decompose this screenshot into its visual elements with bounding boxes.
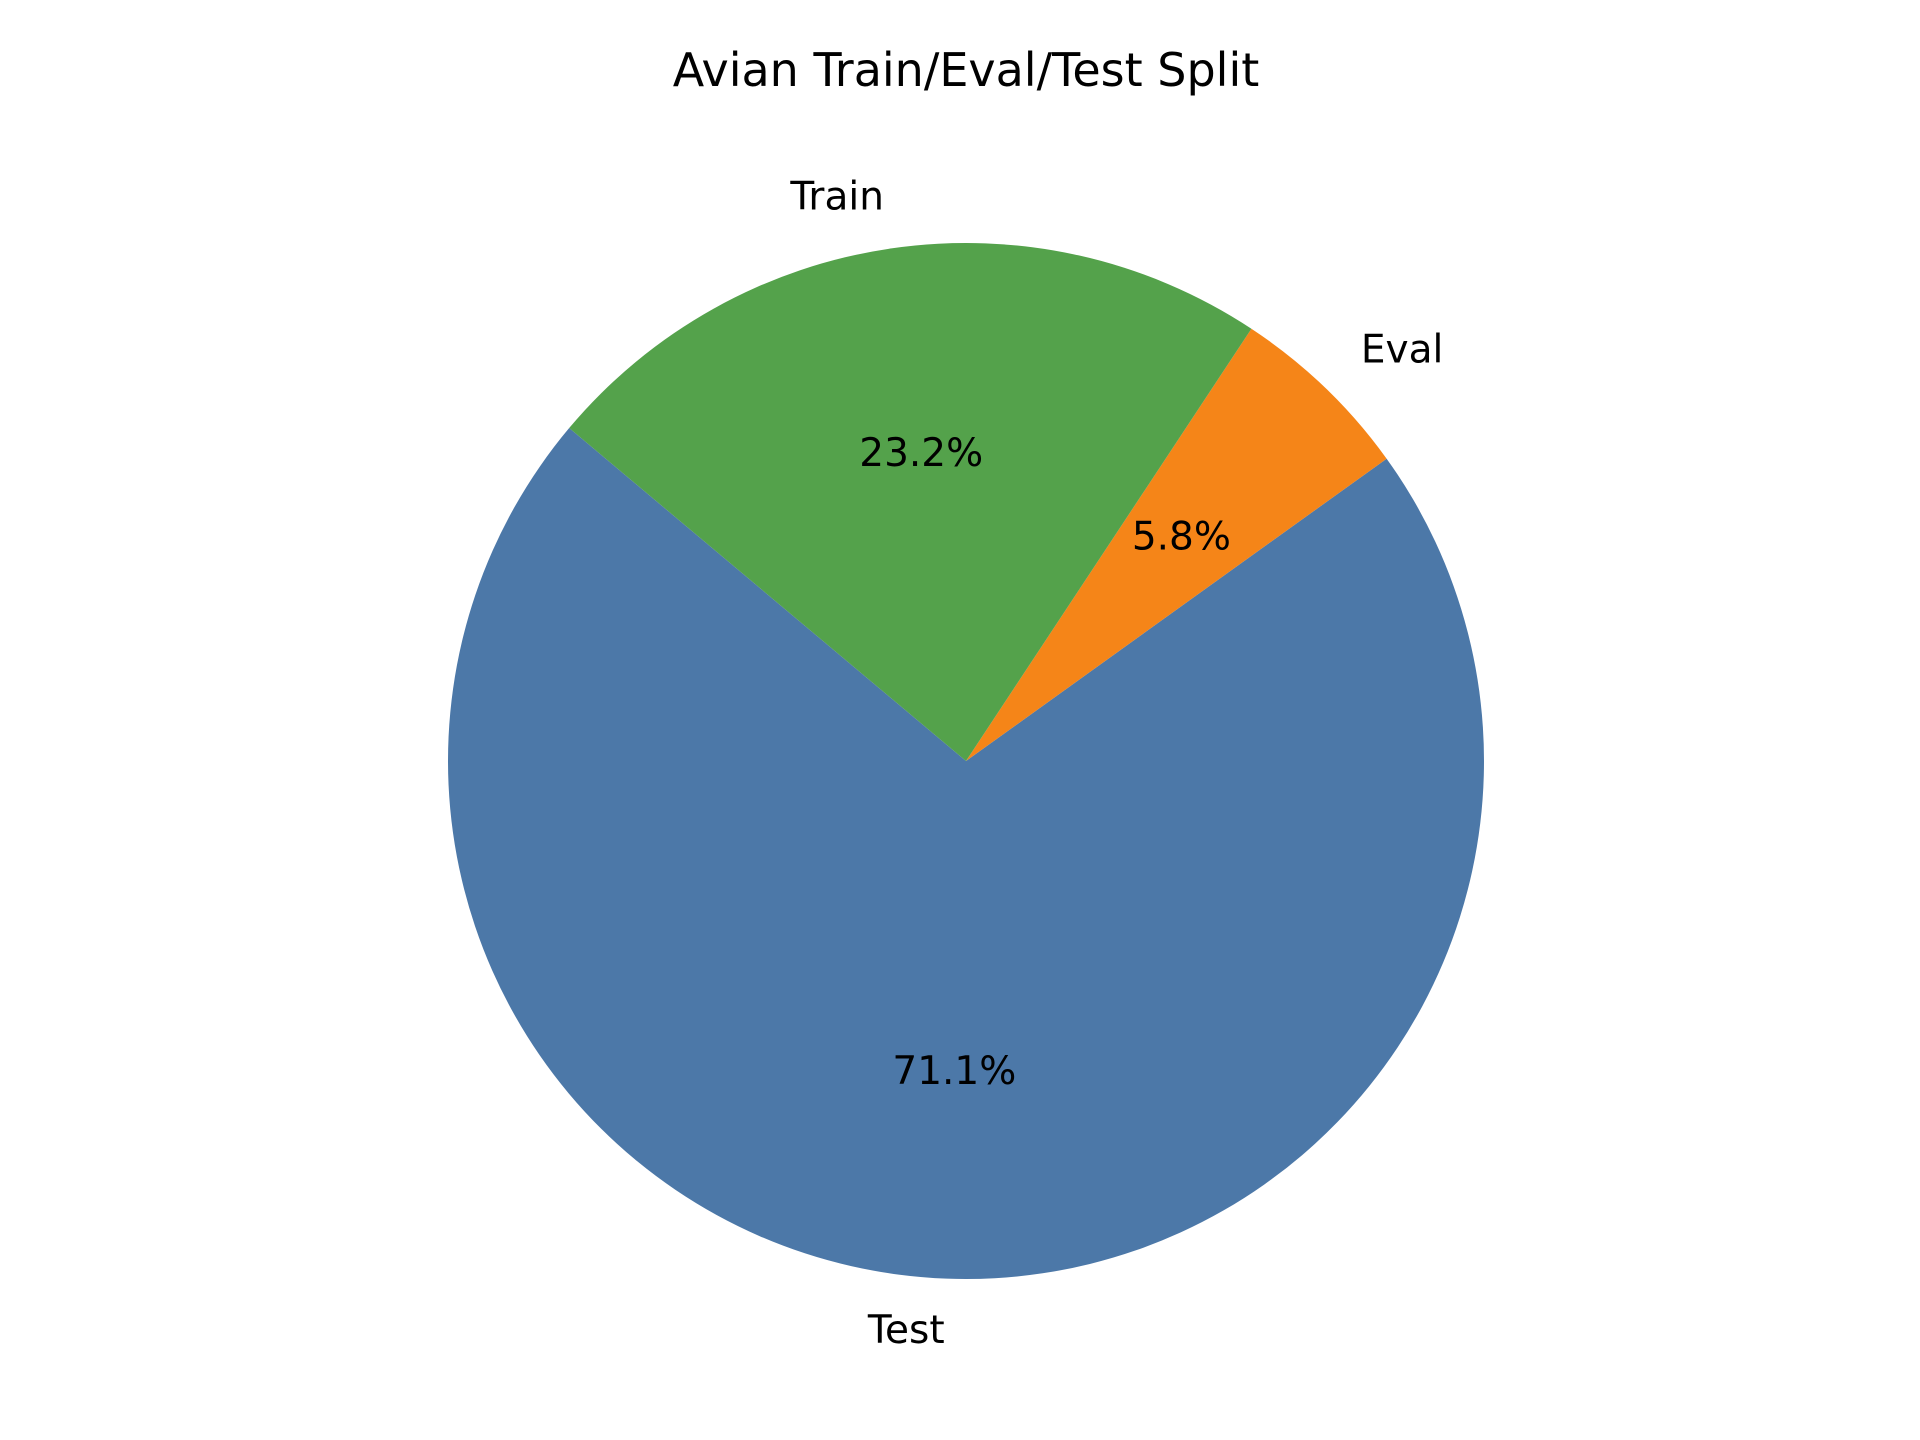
pie-slice-train [569, 242, 1252, 761]
slice-percent-eval: 5.8% [1132, 514, 1231, 559]
chart-title: Avian Train/Eval/Test Split [673, 43, 1260, 97]
pie-slices [448, 242, 1485, 1279]
slice-label-test: Test [867, 1308, 945, 1353]
pie-slice-test [448, 428, 1485, 1279]
slice-label-train: Train [789, 175, 884, 220]
slice-percent-train: 23.2% [859, 431, 983, 476]
pie-slice-eval [966, 328, 1387, 761]
slice-label-eval: Eval [1361, 328, 1443, 373]
pie-labels: Test 71.1% Eval 5.8% Train 23.2% [789, 175, 1443, 1353]
slice-percent-test: 71.1% [892, 1049, 1016, 1094]
